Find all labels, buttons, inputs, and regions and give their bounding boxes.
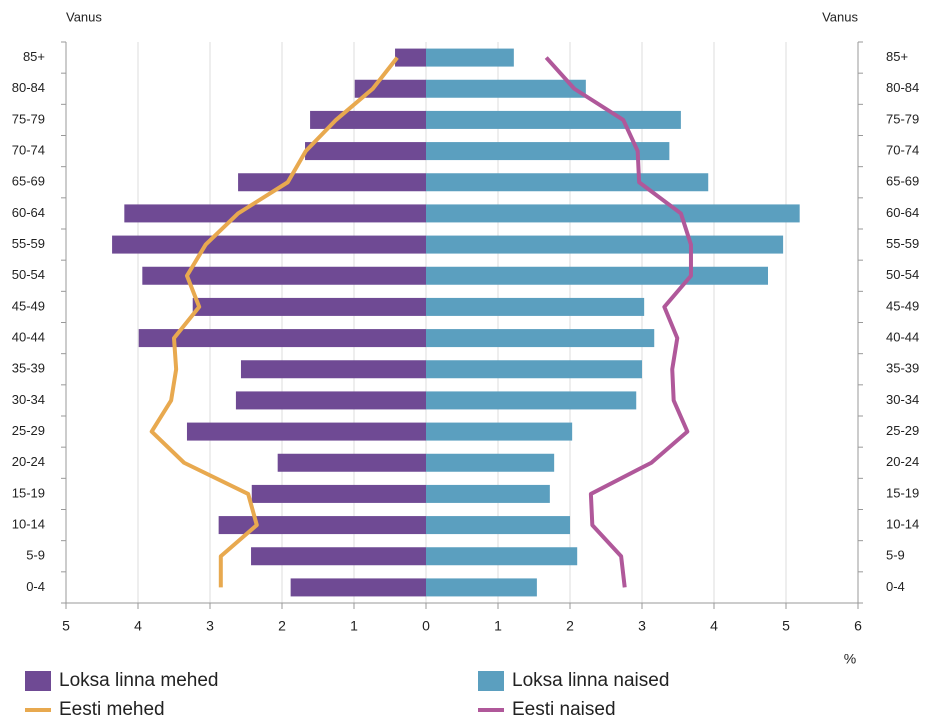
legend-swatch: [25, 671, 51, 691]
x-tick-label: 4: [710, 618, 718, 634]
legend-label: Eesti naised: [512, 699, 616, 720]
y-tick-label: 55-59: [886, 236, 919, 251]
y-tick-label: 60-64: [12, 205, 45, 220]
y-tick-label: 35-39: [886, 361, 919, 376]
y-tick-label: 80-84: [886, 80, 919, 95]
y-tick-label: 75-79: [12, 111, 45, 126]
x-tick-label: 4: [134, 618, 142, 634]
bar: [426, 484, 550, 503]
bar: [235, 391, 426, 410]
x-tick-label: 5: [782, 618, 790, 634]
bar: [305, 142, 426, 161]
bar: [395, 48, 426, 67]
legend-label: Eesti mehed: [59, 699, 165, 720]
legend-swatch: [478, 671, 504, 691]
y-tick-label: 30-34: [12, 392, 45, 407]
y-tick-label: 25-29: [886, 423, 919, 438]
bar: [240, 360, 426, 379]
bar: [251, 547, 426, 566]
bar: [124, 204, 426, 223]
y-tick-label: 40-44: [886, 330, 919, 345]
x-tick-label: 2: [278, 618, 286, 634]
y-tick-label: 55-59: [12, 236, 45, 251]
y-tick-label: 20-24: [886, 454, 919, 469]
x-tick-label: 5: [62, 618, 70, 634]
x-unit: %: [844, 651, 856, 667]
x-tick-label: 3: [206, 618, 214, 634]
y-tick-label: 5-9: [886, 548, 905, 563]
y-tick-label: 70-74: [12, 143, 45, 158]
bar: [426, 453, 555, 472]
bar: [426, 578, 537, 597]
bar: [112, 235, 426, 254]
y-label-right: Vanus: [822, 9, 858, 24]
y-tick-label: 10-14: [12, 517, 45, 532]
bar: [138, 329, 426, 348]
y-tick-label: 80-84: [12, 80, 45, 95]
y-tick-label: 10-14: [886, 517, 919, 532]
bar: [238, 173, 426, 192]
legend-label: Loksa linna naised: [512, 670, 669, 691]
y-tick-label: 45-49: [12, 298, 45, 313]
x-tick-label: 2: [566, 618, 574, 634]
bar: [426, 329, 655, 348]
y-tick-label: 45-49: [886, 298, 919, 313]
bar: [426, 173, 709, 192]
bar: [277, 453, 426, 472]
line: [544, 56, 693, 588]
bar: [142, 266, 426, 285]
x-tick-label: 0: [422, 618, 430, 634]
x-tick-label: 6: [854, 618, 862, 634]
y-tick-label: 65-69: [12, 174, 45, 189]
bar: [426, 235, 784, 254]
legend-label: Loksa linna mehed: [59, 670, 219, 691]
x-tick-label: 1: [494, 618, 502, 634]
bar: [251, 484, 426, 503]
bar: [426, 48, 514, 67]
y-tick-label: 0-4: [26, 579, 45, 594]
y-tick-label: 50-54: [12, 267, 45, 282]
y-tick-label: 60-64: [886, 205, 919, 220]
y-tick-label: 15-19: [886, 485, 919, 500]
bar: [426, 110, 681, 129]
bar: [426, 266, 768, 285]
y-tick-label: 15-19: [12, 485, 45, 500]
y-tick-label: 5-9: [26, 548, 45, 563]
y-label-left: Vanus: [66, 9, 102, 24]
bar: [426, 547, 578, 566]
y-tick-label: 20-24: [12, 454, 45, 469]
bar: [426, 360, 642, 379]
bar: [218, 516, 426, 535]
bar: [426, 142, 670, 161]
y-tick-label: 85+: [23, 49, 45, 64]
bar: [426, 79, 586, 98]
bar: [290, 578, 426, 597]
y-tick-label: 65-69: [886, 174, 919, 189]
y-tick-label: 85+: [886, 49, 908, 64]
y-tick-label: 25-29: [12, 423, 45, 438]
y-tick-label: 70-74: [886, 143, 919, 158]
bar: [426, 391, 637, 410]
bar: [354, 79, 426, 98]
y-tick-label: 40-44: [12, 330, 45, 345]
line: [149, 56, 399, 588]
y-tick-label: 0-4: [886, 579, 905, 594]
y-tick-label: 75-79: [886, 111, 919, 126]
y-tick-label: 35-39: [12, 361, 45, 376]
bar: [426, 204, 800, 223]
bar: [192, 297, 426, 316]
x-tick-label: 3: [638, 618, 646, 634]
y-tick-label: 30-34: [886, 392, 919, 407]
x-tick-label: 1: [350, 618, 358, 634]
bar: [426, 516, 570, 535]
bar: [186, 422, 426, 441]
bar: [426, 422, 573, 441]
y-tick-label: 50-54: [886, 267, 919, 282]
bar: [426, 297, 645, 316]
